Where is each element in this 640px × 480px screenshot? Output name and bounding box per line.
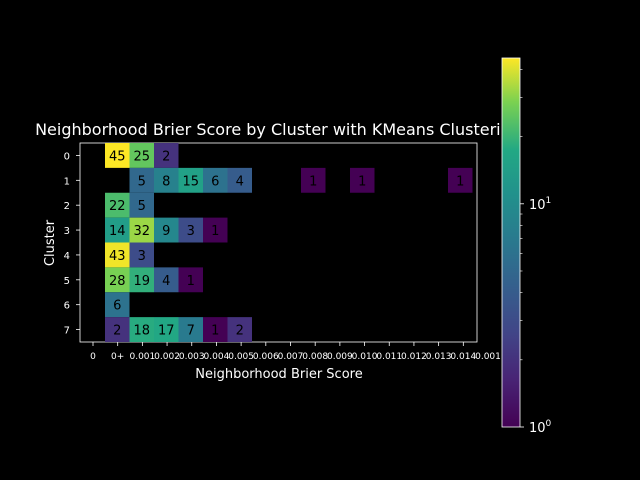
colorbar-tick-label: 101	[529, 196, 551, 213]
x-tick-label: 0.005	[228, 352, 254, 362]
x-tick-label: 0.001	[475, 352, 501, 362]
x-tick-label: 0.009	[327, 352, 353, 362]
cell-value-label: 2	[113, 324, 121, 339]
heatmap-cell	[178, 267, 203, 293]
cell-value-label: 7	[187, 324, 195, 339]
x-axis-ticks: 0 0+ 0.0010.0020.0030.0040.0050.0060.0070.…	[90, 342, 501, 362]
heatmap-cell	[105, 242, 130, 268]
heatmap-cell	[129, 267, 154, 293]
heatmap-cell	[227, 317, 252, 342]
y-tick-label: 7	[64, 326, 70, 337]
cell-value-label: 45	[109, 149, 126, 164]
cell-value-label: 1	[309, 174, 317, 189]
colorbar-gradient	[501, 57, 521, 428]
x-tick-label: 0.001	[129, 352, 155, 362]
cell-value-label: 2	[236, 324, 244, 339]
cell-value-label: 5	[138, 174, 146, 189]
cell-value-label: 8	[162, 174, 170, 189]
heatmap-cell	[154, 267, 179, 293]
colorbar-tick-label: 100	[529, 419, 552, 436]
heatmap-cell	[105, 192, 130, 218]
colorbar: 100 101	[501, 57, 552, 436]
heatmap-cell	[178, 317, 203, 342]
x-tick-label: 0.003	[179, 352, 205, 362]
heatmap-cell	[105, 292, 130, 318]
y-axis-ticks: 0 1 2 3 4 5 6 7	[64, 151, 80, 337]
heatmap-cell	[350, 167, 375, 193]
cell-value-label: 18	[133, 324, 150, 339]
heatmap-cell	[129, 217, 154, 243]
cell-value-label: 22	[109, 199, 126, 214]
heatmap-cell	[129, 167, 154, 193]
heatmap-cell	[178, 217, 203, 243]
cell-value-label: 3	[138, 249, 146, 264]
cell-value-label: 1	[187, 274, 195, 289]
heatmap-cell	[154, 317, 179, 342]
x-tick-label: 0.010	[352, 352, 378, 362]
cell-value-label: 9	[162, 224, 170, 239]
x-tick-label: 0.012	[401, 352, 427, 362]
cell-value-label: 4	[236, 174, 244, 189]
heatmap-cell	[105, 267, 130, 293]
cell-value-label: 4	[162, 274, 170, 289]
heatmap-cell	[203, 217, 228, 243]
heatmap-cell	[129, 192, 154, 218]
heatmap-cell	[154, 217, 179, 243]
heatmap-cell	[105, 317, 130, 342]
cell-value-label: 2	[162, 149, 170, 164]
heatmap-cell	[129, 143, 154, 168]
heatmap-cell	[129, 317, 154, 342]
cell-value-label: 5	[138, 199, 146, 214]
heatmap-cell	[448, 167, 473, 193]
x-axis-label: Neighborhood Brier Score	[195, 367, 362, 382]
chart-title: Neighborhood Brier Score by Cluster with…	[35, 120, 521, 139]
cell-value-label: 1	[358, 174, 366, 189]
y-tick-label: 5	[64, 276, 70, 287]
heatmap-cell	[154, 167, 179, 193]
cell-value-label: 25	[133, 149, 150, 164]
x-tick-label: 0.008	[302, 352, 328, 362]
y-tick-label: 4	[64, 251, 70, 262]
cell-value-label: 1	[456, 174, 464, 189]
y-tick-label: 1	[64, 176, 70, 187]
x-tick-label: 0.006	[253, 352, 279, 362]
x-tick-label: 0.013	[426, 352, 452, 362]
heatmap-cell	[203, 167, 228, 193]
heatmap-cell	[178, 167, 203, 193]
x-tick-label: 0.014	[450, 352, 476, 362]
heatmap-cell	[105, 217, 130, 243]
x-tick-label: 0.007	[278, 352, 304, 362]
heatmap-cell	[129, 242, 154, 268]
heatmap-cell	[154, 143, 179, 168]
cell-value-label: 15	[182, 174, 199, 189]
x-tick-label: 0.002	[154, 352, 180, 362]
heatmap-cell	[301, 167, 326, 193]
cell-value-label: 6	[113, 299, 121, 314]
heatmap-cell	[105, 143, 130, 168]
heatmap-cell	[203, 317, 228, 342]
cell-value-label: 32	[133, 224, 150, 239]
cell-value-label: 28	[109, 274, 126, 289]
cell-value-label: 43	[109, 249, 126, 264]
cell-value-label: 1	[211, 324, 219, 339]
y-tick-label: 0	[64, 151, 70, 162]
cell-value-label: 1	[211, 224, 219, 239]
x-tick-label: 0+	[111, 352, 124, 362]
y-tick-label: 6	[64, 301, 70, 312]
y-tick-label: 2	[64, 201, 70, 212]
cell-value-label: 17	[158, 324, 175, 339]
y-axis-label: Cluster	[43, 219, 58, 266]
y-tick-label: 3	[64, 226, 70, 237]
x-tick-label: 0.011	[376, 352, 402, 362]
cell-value-label: 14	[109, 224, 126, 239]
x-tick-label: 0	[90, 352, 96, 362]
cell-value-label: 3	[187, 224, 195, 239]
cell-value-label: 6	[211, 174, 219, 189]
heatmap-cell	[227, 167, 252, 193]
x-tick-label: 0.004	[204, 352, 230, 362]
cell-value-label: 19	[133, 274, 150, 289]
heatmap-cells: 45 25 25 8 15 6 4 1 1 122 514 32 9 3 143 328 19 4 162 18 17 7…	[105, 143, 473, 342]
